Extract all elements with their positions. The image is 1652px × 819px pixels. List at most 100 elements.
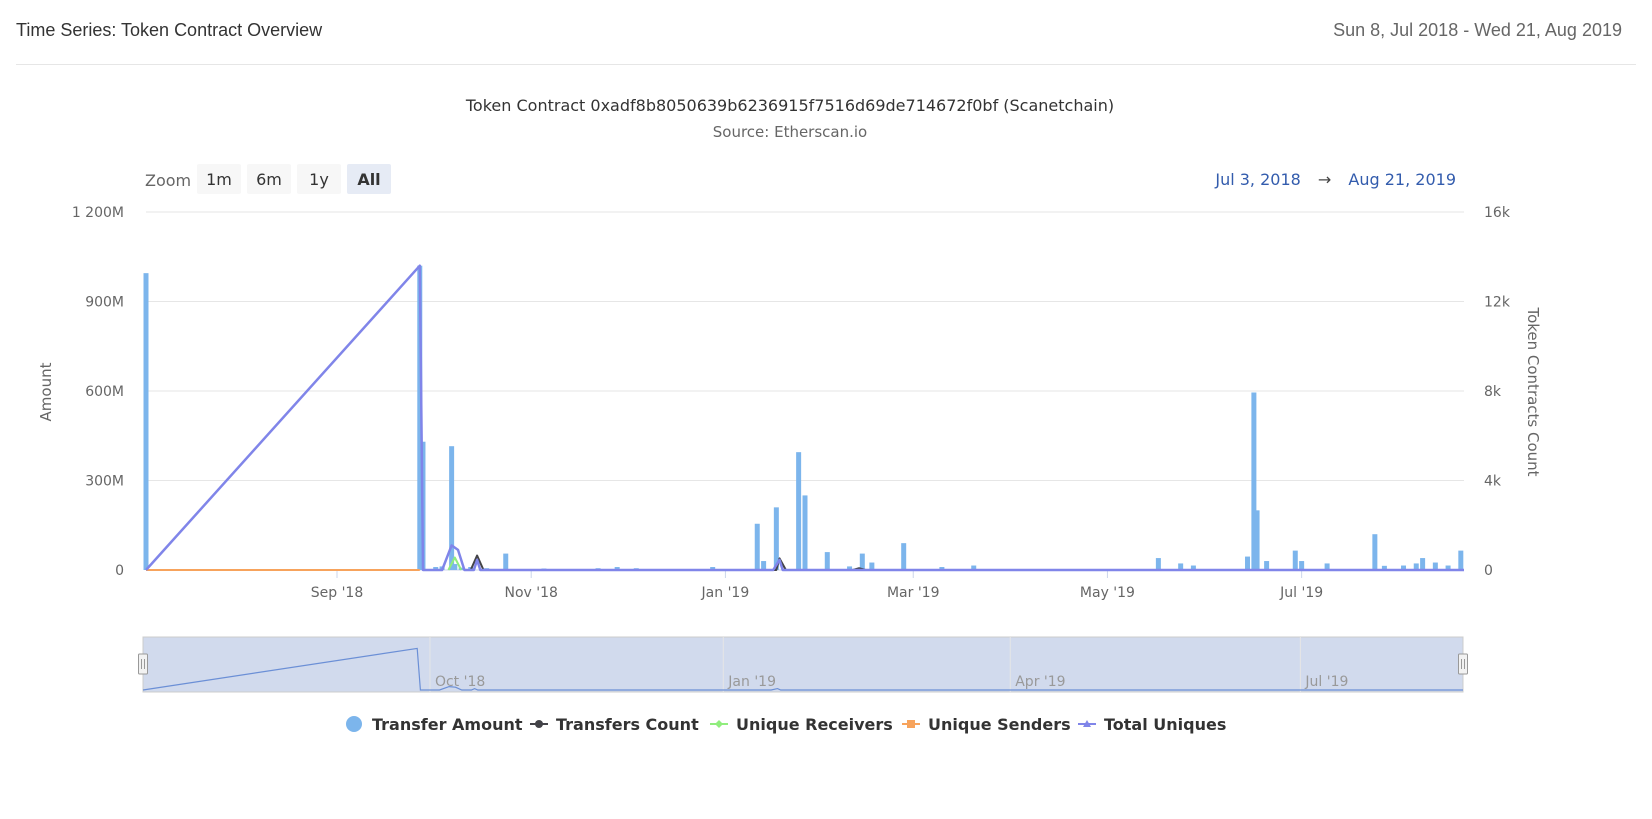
y-tick-label-right: 8k: [1484, 384, 1502, 400]
bar[interactable]: [1251, 392, 1257, 570]
zoom-button-label: 1m: [206, 170, 232, 189]
bar[interactable]: [901, 543, 907, 570]
bar[interactable]: [449, 446, 455, 570]
bar[interactable]: [1432, 562, 1438, 570]
bar[interactable]: [710, 567, 716, 570]
bar[interactable]: [417, 265, 423, 570]
legend-symbol: [346, 716, 362, 732]
range-arrow: →: [1318, 170, 1331, 189]
x-tick-label: Nov '18: [504, 585, 557, 601]
chart-container: Token Contract 0xadf8b8050639b6236915f75…: [0, 64, 1652, 814]
grid-lines: [146, 211, 1464, 571]
bar[interactable]: [939, 567, 945, 570]
plot-area: [143, 264, 1464, 572]
bar[interactable]: [614, 567, 620, 570]
bar[interactable]: [1458, 550, 1464, 570]
bar[interactable]: [1413, 563, 1419, 570]
zoom-button-1m[interactable]: 1m: [197, 164, 241, 194]
page-title: Time Series: Token Contract Overview: [16, 20, 323, 40]
zoom-button-1y[interactable]: 1y: [297, 164, 341, 194]
legend-symbol: [715, 720, 723, 728]
zoom-button-label: 6m: [256, 170, 282, 189]
navigator-label: Apr '19: [1015, 674, 1065, 690]
zoom-button-6m[interactable]: 6m: [247, 164, 291, 194]
bar[interactable]: [1324, 563, 1330, 570]
bar[interactable]: [796, 452, 802, 570]
y-tick-label-right: 12k: [1484, 295, 1511, 311]
navigator-mask[interactable]: [142, 636, 1464, 693]
navigator-handle-left[interactable]: [138, 653, 148, 675]
legend-label: Transfer Amount: [372, 715, 523, 734]
bar[interactable]: [1381, 565, 1387, 570]
x-tick-label: Jul '19: [1279, 585, 1323, 601]
legend-item-total-uniques[interactable]: Total Uniques: [1078, 715, 1226, 734]
y-axis-right: 0 4k 8k 12k 16k: [1484, 205, 1511, 579]
bar[interactable]: [802, 495, 808, 570]
bar[interactable]: [1254, 510, 1260, 570]
bar[interactable]: [1401, 565, 1407, 570]
bar[interactable]: [433, 567, 439, 570]
bar[interactable]: [1292, 550, 1298, 570]
bar[interactable]: [1190, 565, 1196, 570]
zoom-label: Zoom: [145, 171, 191, 190]
navigator-label: Jan '19: [727, 674, 776, 690]
y-tick-label-right: 4k: [1484, 474, 1502, 490]
bar[interactable]: [1299, 561, 1305, 570]
chart-title: Token Contract 0xadf8b8050639b6236915f75…: [465, 96, 1114, 115]
legend-item-transfers-count[interactable]: Transfers Count: [530, 715, 699, 734]
bar[interactable]: [143, 273, 149, 570]
bar[interactable]: [1155, 558, 1161, 570]
x-tick-label: May '19: [1080, 585, 1135, 601]
y-axis-title-left: Amount: [37, 362, 55, 421]
bar[interactable]: [847, 566, 853, 570]
legend-item-unique-senders[interactable]: Unique Senders: [902, 715, 1071, 734]
series-transfer-amount: [143, 265, 1464, 570]
bar[interactable]: [971, 565, 977, 570]
series-line[interactable]: [145, 264, 1464, 572]
date-range: Sun 8, Jul 2018 - Wed 21, Aug 2019: [1333, 20, 1622, 40]
bar[interactable]: [1245, 556, 1251, 570]
bar[interactable]: [503, 553, 509, 570]
bar[interactable]: [452, 564, 458, 570]
navigator-handle-right[interactable]: [1458, 653, 1468, 675]
y-tick-label-right: 0: [1484, 563, 1493, 579]
zoom-button-label: 1y: [309, 170, 329, 189]
legend-symbol: [1083, 720, 1091, 727]
x-tick-label: Sep '18: [311, 585, 364, 601]
bar[interactable]: [1372, 534, 1378, 570]
legend-label: Transfers Count: [556, 715, 699, 734]
legend-symbol: [535, 720, 543, 728]
x-axis: Sep '18 Nov '18 Jan '19 Mar '19 May '19 Jul '…: [311, 570, 1323, 601]
bar[interactable]: [1420, 558, 1426, 570]
zoom-button-bg: [347, 164, 391, 194]
bar[interactable]: [1445, 565, 1451, 570]
legend-label: Total Uniques: [1104, 715, 1226, 734]
handle-body: [1458, 653, 1468, 675]
zoom-button-All[interactable]: All: [347, 164, 391, 194]
legend-label: Unique Receivers: [736, 715, 893, 734]
bar[interactable]: [1264, 561, 1270, 570]
zoom-button-bg: [247, 164, 291, 194]
range-from[interactable]: Jul 3, 2018: [1214, 170, 1300, 189]
divider: [16, 64, 1636, 65]
zoom-button-bg: [197, 164, 241, 194]
bar[interactable]: [824, 552, 830, 570]
chart-subtitle: Source: Etherscan.io: [713, 123, 867, 141]
handle-body: [138, 653, 148, 675]
bar[interactable]: [859, 553, 865, 570]
bar[interactable]: [869, 562, 875, 570]
y-tick-label-left: 600M: [85, 384, 124, 400]
legend-label: Unique Senders: [928, 715, 1071, 734]
legend-item-unique-receivers[interactable]: Unique Receivers: [710, 715, 893, 734]
bar[interactable]: [1178, 563, 1184, 570]
series-unique-receivers: [447, 556, 463, 571]
x-tick-label: Jan '19: [701, 585, 750, 601]
navigator-label: Jul '19: [1304, 674, 1348, 690]
legend-item-transfer-amount[interactable]: Transfer Amount: [346, 715, 523, 734]
bar[interactable]: [754, 523, 760, 570]
range-to[interactable]: Aug 21, 2019: [1348, 170, 1456, 189]
bar[interactable]: [773, 507, 779, 570]
y-tick-label-left: 1 200M: [72, 205, 124, 221]
series-line[interactable]: [447, 556, 463, 571]
bar[interactable]: [761, 561, 767, 570]
